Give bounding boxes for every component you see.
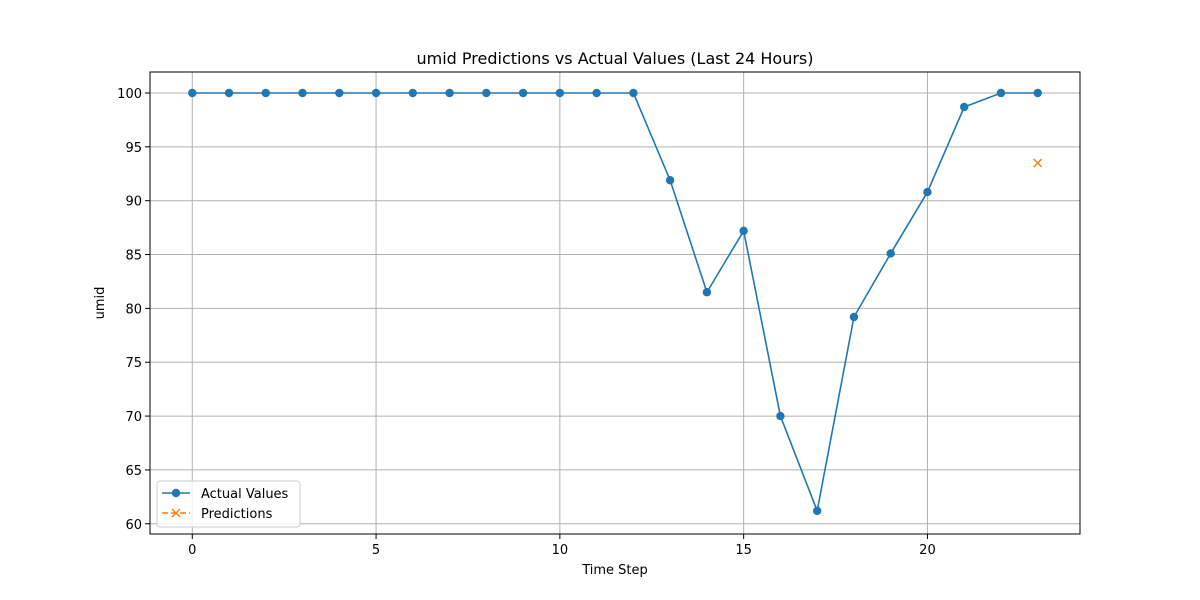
legend-sample-predictions <box>162 508 190 518</box>
data-point-actual <box>1033 88 1042 98</box>
chart-title: umid Predictions vs Actual Values (Last … <box>417 49 814 68</box>
y-axis-ticks: 60 65 70 75 80 85 90 95 100 <box>117 87 150 533</box>
x-tick-label: 10 <box>552 543 569 558</box>
x-marker-stroke <box>171 508 181 518</box>
data-point-actual <box>188 88 197 98</box>
x-tick-label: 5 <box>372 543 380 558</box>
data-point-actual <box>408 88 418 98</box>
y-axis-label: umid <box>93 287 108 320</box>
y-tick-label: 75 <box>125 356 142 371</box>
series-line-actual-values <box>192 92 1038 514</box>
y-tick-label: 90 <box>125 195 142 210</box>
x-tick-label: 15 <box>735 543 752 558</box>
plot-area-frame <box>149 71 1081 535</box>
data-point-actual <box>261 88 270 98</box>
legend-sample-actual-values <box>162 488 190 498</box>
legend-label-actual-values: Actual Values <box>201 487 289 502</box>
data-point-actual <box>629 88 638 98</box>
y-tick-label: 85 <box>125 249 142 264</box>
y-tick-label: 80 <box>125 302 142 317</box>
data-point-actual <box>298 88 307 98</box>
y-tick-label: 95 <box>125 141 142 156</box>
x-axis-label: Time Step <box>581 563 648 578</box>
data-point-actual <box>555 88 565 98</box>
data-point-actual <box>886 249 895 258</box>
y-tick-label: 60 <box>125 518 142 533</box>
data-point-actual <box>335 88 344 98</box>
data-point-actual <box>812 506 822 516</box>
data-point-actual <box>482 88 491 98</box>
data-point-actual <box>996 88 1006 98</box>
y-tick-label: 70 <box>125 410 142 425</box>
data-point-actual <box>923 187 932 197</box>
data-point-actual <box>702 288 712 297</box>
data-point-actual <box>518 88 528 98</box>
y-tick-label: 100 <box>117 87 142 102</box>
x-tick-label: 0 <box>188 543 196 558</box>
legend-box <box>156 480 301 528</box>
legend-marker <box>171 488 181 498</box>
x-marker-stroke <box>1033 158 1043 168</box>
y-tick-label: 65 <box>125 464 142 479</box>
data-point-actual <box>849 312 859 322</box>
data-point-actual <box>739 226 748 236</box>
data-point-actual <box>960 102 969 112</box>
data-point-actual <box>665 176 675 185</box>
data-point-actual <box>224 88 234 98</box>
data-point-actual <box>776 411 785 421</box>
data-point-actual <box>445 88 454 98</box>
x-tick-label: 20 <box>919 543 936 558</box>
data-point-prediction <box>1033 158 1043 168</box>
legend-marker <box>171 508 181 518</box>
plot-series <box>188 88 1043 516</box>
legend: Actual Values Predictions <box>156 480 301 528</box>
data-point-actual <box>371 88 381 98</box>
x-axis-ticks: 0 5 10 15 20 <box>188 534 936 558</box>
legend-label-predictions: Predictions <box>201 507 273 522</box>
data-point-actual <box>592 88 601 98</box>
